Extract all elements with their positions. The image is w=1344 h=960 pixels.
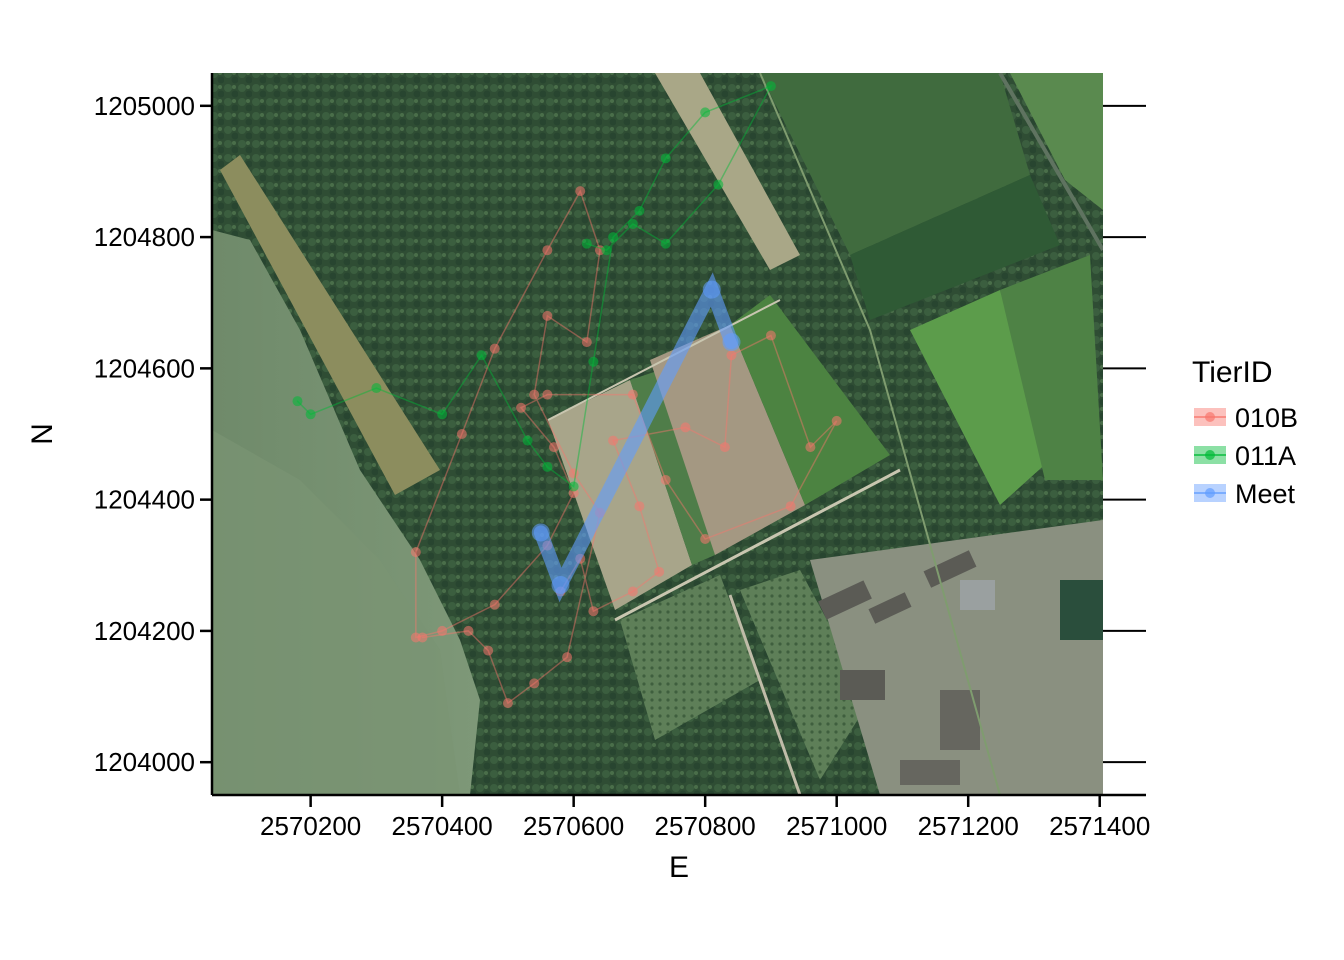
x-tick-label: 2570600 (523, 811, 624, 841)
track-point (502, 698, 513, 709)
x-tick-label: 2571000 (786, 811, 887, 841)
track-010B (410, 186, 842, 709)
track-point (660, 474, 671, 485)
track-point (456, 429, 467, 439)
legend: TierID 010B 011A Meet (1192, 356, 1298, 509)
track-point (410, 547, 421, 558)
track-point (660, 153, 671, 164)
track-point (581, 238, 592, 249)
track-point (417, 632, 428, 643)
legend-title: TierID (1192, 356, 1273, 389)
x-tick-label: 2570200 (260, 811, 361, 841)
track-point (588, 606, 599, 617)
track-point (726, 350, 737, 361)
track-point (542, 389, 553, 400)
x-tick-label: 2571200 (918, 811, 1019, 841)
track-point (548, 442, 559, 453)
track-point (437, 625, 448, 636)
track-point (542, 245, 553, 256)
track-point (437, 409, 448, 420)
legend-label: 010B (1235, 403, 1298, 433)
track-point (700, 534, 711, 545)
axes: 2570200 2570400 2570600 2570800 2571000 25712… (26, 73, 1150, 884)
track-point (627, 218, 638, 229)
legend-label: Meet (1235, 479, 1296, 509)
legend-item: Meet (1194, 479, 1296, 509)
track-point (765, 330, 776, 341)
track-point (463, 625, 474, 636)
legend-item: 011A (1194, 441, 1296, 471)
basemap-imagery (212, 73, 1103, 795)
legend-item: 010B (1194, 403, 1298, 433)
track-point (601, 245, 612, 256)
x-axis-title: E (669, 851, 689, 884)
track-point (575, 186, 586, 197)
y-tick-label: 1204400 (94, 485, 195, 515)
track-line (533, 272, 739, 603)
legend-label: 011A (1235, 441, 1296, 471)
track-point (483, 645, 494, 656)
track-point (529, 678, 540, 689)
track-point (371, 383, 382, 394)
track-point (608, 435, 619, 446)
track-point (722, 333, 741, 352)
x-tick-label: 2571400 (1049, 811, 1150, 841)
x-tick-label: 2570800 (655, 811, 756, 841)
track-line (415, 189, 838, 705)
legend-key-point (1205, 488, 1215, 498)
track-point (680, 422, 691, 433)
track-Meet (531, 272, 741, 603)
track-point (568, 481, 579, 492)
y-tick-label: 1204600 (94, 353, 195, 383)
track-point (713, 179, 724, 190)
track-point (719, 442, 730, 453)
track-point (702, 280, 721, 299)
x-tick-label: 2570400 (392, 811, 493, 841)
track-point (292, 396, 303, 407)
track-point (785, 501, 796, 512)
legend-key-point (1205, 412, 1215, 422)
track-point (489, 599, 500, 610)
y-tick-label: 1205000 (94, 91, 195, 121)
legend-key-point (1205, 450, 1215, 460)
y-tick-label: 1204800 (94, 222, 195, 252)
y-tick-label: 1204000 (94, 747, 195, 777)
track-point (700, 107, 711, 118)
track-point (588, 356, 599, 367)
y-tick-label: 1204200 (94, 616, 195, 646)
track-point (627, 389, 638, 400)
track-point (634, 501, 645, 512)
track-point (654, 566, 665, 577)
track-point (627, 586, 638, 597)
track-point (489, 343, 500, 354)
track-point (608, 232, 619, 243)
track-point (551, 575, 570, 594)
track-point (634, 205, 645, 216)
track-point (531, 523, 550, 542)
track-point (305, 409, 316, 420)
track-point (529, 389, 540, 400)
track-point (805, 442, 816, 453)
tracks-layer (292, 81, 842, 709)
track-point (831, 415, 842, 426)
track-point (516, 402, 527, 413)
track-011A (292, 81, 776, 492)
track-point (581, 337, 592, 348)
track-point (522, 435, 533, 446)
track-point (765, 81, 776, 92)
track-point (562, 652, 573, 663)
track-point (568, 468, 579, 479)
track-point (542, 310, 553, 321)
track-point (660, 238, 671, 249)
track-point (542, 461, 553, 472)
y-axis-title: N (26, 423, 59, 445)
track-point (476, 350, 487, 361)
